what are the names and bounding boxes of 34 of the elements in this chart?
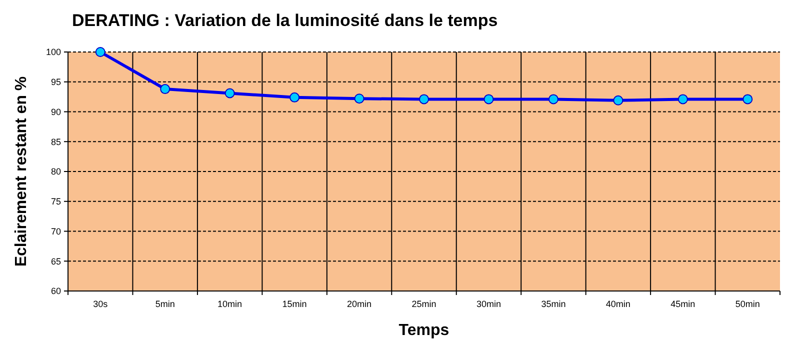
point xyxy=(224,88,235,98)
y-tick-label: 80 xyxy=(50,166,61,177)
y-tick-label: 75 xyxy=(50,196,61,207)
point xyxy=(742,94,753,104)
y-tick-label: 60 xyxy=(50,286,61,296)
point xyxy=(548,94,558,104)
y-tick-label: 70 xyxy=(50,226,61,236)
point xyxy=(95,47,106,57)
x-tick-label: 45min xyxy=(670,299,696,309)
x-tick-label: 30min xyxy=(476,299,501,309)
point xyxy=(354,94,364,104)
x-tick-label: 25min xyxy=(412,299,436,309)
y-tick-label: 90 xyxy=(50,106,61,117)
x-tick-label: 35min xyxy=(541,299,566,309)
x-axis-title: Temps xyxy=(398,322,450,339)
x-tick-label: 15min xyxy=(282,299,307,309)
point xyxy=(160,84,170,94)
y-axis-title: Eclairement restant en % xyxy=(13,76,30,267)
point xyxy=(484,94,494,104)
x-tick-label: 30s xyxy=(93,299,108,309)
y-tick-label: 95 xyxy=(50,77,61,88)
x-tick-label: 10min xyxy=(218,299,242,309)
x-tick-label: 5min xyxy=(155,299,175,309)
y-tick-label: 65 xyxy=(50,256,61,266)
y-tick-label: 85 xyxy=(50,136,61,147)
point xyxy=(678,94,688,104)
y-tick-label: 100 xyxy=(46,47,61,58)
point xyxy=(419,94,429,104)
x-tick-label: 50min xyxy=(735,299,760,309)
x-tick-label: 20min xyxy=(347,299,372,309)
point xyxy=(613,95,624,106)
point xyxy=(290,92,300,102)
x-tick-label: 40min xyxy=(606,299,630,309)
chart-title: DERATING : Variation de la luminosité dans le temps xyxy=(72,11,498,30)
